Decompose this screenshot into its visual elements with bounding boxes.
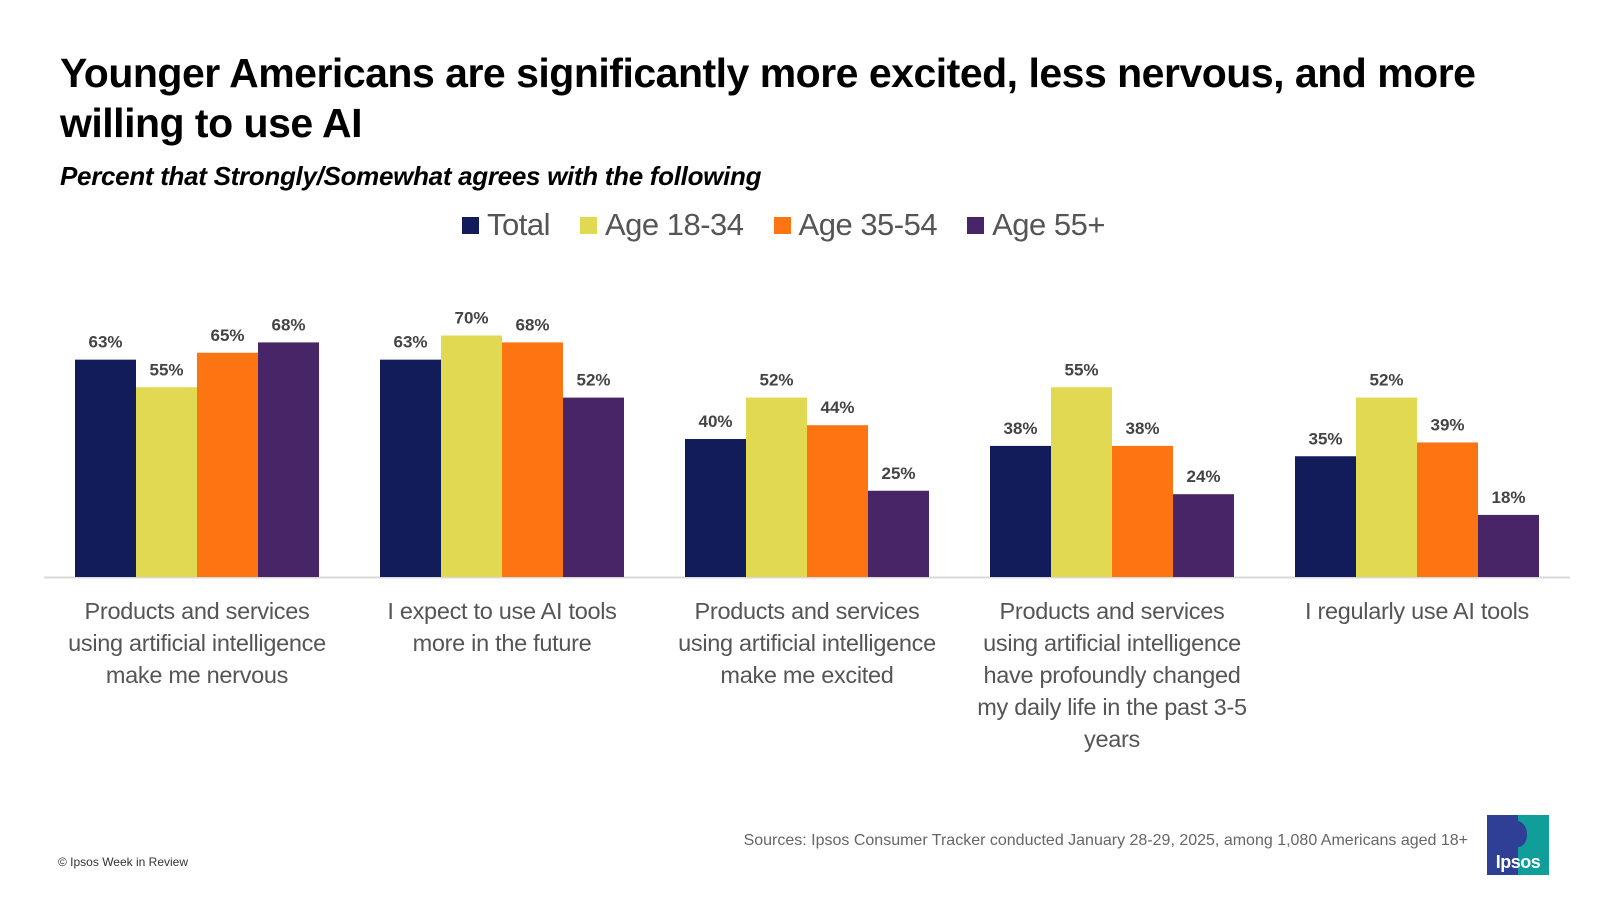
legend-swatch-age-35-54 (773, 216, 791, 234)
legend-label-total: Total (487, 207, 550, 242)
source-note: Sources: Ipsos Consumer Tracker conducte… (743, 832, 1468, 849)
data-label: 68% (515, 315, 549, 334)
legend-item-age-18-34: Age 18-34 (579, 205, 744, 245)
bar (1356, 397, 1417, 577)
data-label: 38% (1003, 419, 1037, 438)
data-label: 39% (1430, 415, 1464, 434)
legend-item-age-35-54: Age 35-54 (773, 205, 938, 245)
data-label: 55% (149, 360, 183, 379)
data-label: 18% (1491, 488, 1525, 507)
category-label: I expect to use AI tools more in the fut… (387, 598, 617, 656)
bar (1478, 514, 1539, 577)
bar (1173, 494, 1234, 577)
data-label: 35% (1308, 429, 1342, 448)
legend-swatch-age-55-plus (967, 216, 985, 234)
legend-swatch-age-18-34 (579, 216, 597, 234)
data-label: 38% (1125, 419, 1159, 438)
data-label: 25% (881, 464, 915, 483)
data-label: 70% (454, 309, 488, 328)
bar-group: 63% 70% 68% 52% (380, 309, 624, 577)
data-label: 52% (759, 371, 793, 390)
bar (990, 445, 1051, 577)
bar (136, 387, 197, 577)
bar (1112, 445, 1173, 577)
data-label: 40% (698, 412, 732, 431)
logo-text: Ipsos (1495, 852, 1541, 872)
bar (685, 439, 746, 577)
data-label: 55% (1064, 360, 1098, 379)
bar (1295, 456, 1356, 577)
category-label: Products and services using artificial i… (977, 598, 1247, 752)
data-label: 65% (210, 326, 244, 345)
bar (563, 397, 624, 577)
ipsos-logo: Ipsos (1487, 815, 1549, 875)
bar-group: 38% 55% 38% 24% (990, 360, 1234, 577)
legend-item-total: Total (462, 205, 550, 245)
data-label: 63% (393, 333, 427, 352)
bar-group: 35% 52% 39% 18% (1295, 371, 1539, 577)
data-label: 44% (820, 398, 854, 417)
category-label: Products and services using artificial i… (678, 598, 936, 688)
bar (502, 342, 563, 577)
bar (746, 397, 807, 577)
data-label: 52% (576, 371, 610, 390)
bar (380, 359, 441, 577)
bar (197, 352, 258, 577)
bar (75, 359, 136, 577)
bar (1417, 442, 1478, 577)
data-label: 63% (88, 333, 122, 352)
legend-item-age-55-plus: Age 55+ (967, 205, 1105, 245)
legend-label-age-18-34: Age 18-34 (604, 207, 744, 242)
bar-group: 40% 52% 44% 25% (685, 371, 929, 577)
legend: Total Age 18-34 Age 35-54 Age 55+ (462, 205, 1105, 245)
bar-group: 63% 55% 65% 68% (75, 315, 319, 577)
logo-head-silhouette-icon (1507, 821, 1527, 847)
legend-label-age-55-plus: Age 55+ (992, 207, 1105, 242)
data-label: 24% (1186, 467, 1220, 486)
category-label: Products and services using artificial i… (68, 598, 326, 688)
chart-subtitle: Percent that Strongly/Somewhat agrees wi… (60, 161, 762, 191)
legend-label-age-35-54: Age 35-54 (798, 207, 938, 242)
bar (1051, 387, 1112, 577)
bar (258, 342, 319, 577)
bar (807, 425, 868, 577)
bar (868, 490, 929, 577)
chart-title: Younger Americans are significantly more… (60, 50, 1476, 146)
copyright-note: © Ipsos Week in Review (58, 855, 189, 869)
bar (441, 335, 502, 577)
data-label: 52% (1369, 371, 1403, 390)
legend-swatch-total (462, 216, 479, 234)
category-label: I regularly use AI tools (1304, 598, 1529, 624)
data-label: 68% (271, 315, 305, 334)
